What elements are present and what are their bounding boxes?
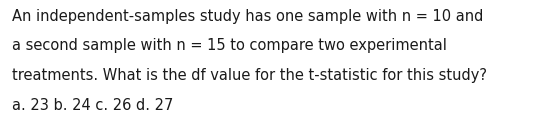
Text: a second sample with n = 15 to compare two experimental: a second sample with n = 15 to compare t… — [12, 38, 447, 53]
Text: treatments. What is the df value for the t-statistic for this study?: treatments. What is the df value for the… — [12, 68, 487, 83]
Text: An independent-samples study has one sample with n = 10 and: An independent-samples study has one sam… — [12, 9, 484, 24]
Text: a. 23 b. 24 c. 26 d. 27: a. 23 b. 24 c. 26 d. 27 — [12, 98, 174, 113]
